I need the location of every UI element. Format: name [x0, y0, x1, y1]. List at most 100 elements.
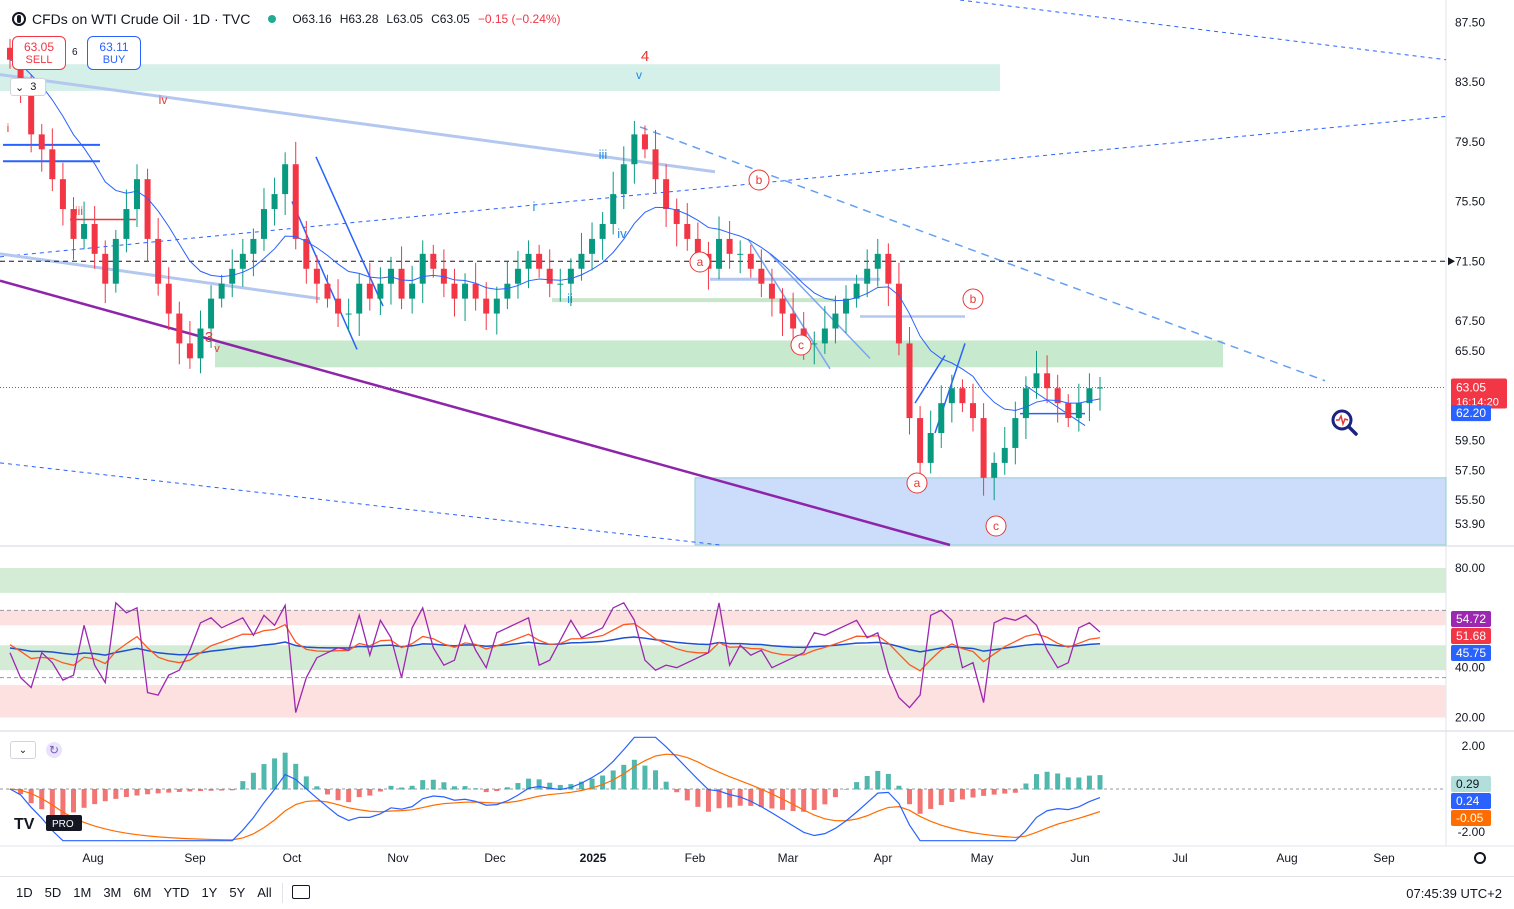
macd-histogram-bar — [462, 786, 468, 790]
rsi-ma-value: 51.68 — [1456, 629, 1486, 643]
macd-histogram-bar — [504, 787, 510, 790]
candle-body — [493, 298, 500, 314]
buy-label: BUY — [102, 54, 126, 66]
candle-body — [991, 462, 998, 478]
candle-body — [133, 179, 140, 210]
range-5d[interactable]: 5D — [44, 885, 62, 900]
range-all[interactable]: All — [257, 885, 272, 900]
range-1m[interactable]: 1M — [73, 885, 92, 900]
candle-body — [155, 238, 162, 284]
candle-body — [1065, 403, 1072, 419]
clock[interactable]: 07:45:39 UTC+2 — [1406, 886, 1502, 901]
zoom-magnifier-icon[interactable] — [1330, 408, 1358, 436]
macd-line — [9, 736, 1101, 842]
wave-label-v: v — [636, 68, 642, 82]
candle-body — [1022, 388, 1029, 419]
macd-histogram-bar — [134, 789, 140, 796]
candle-body — [282, 164, 289, 195]
sync-icon[interactable]: ↻ — [46, 742, 62, 758]
time-tick: 2025 — [580, 851, 607, 865]
macd-histogram-bar — [261, 764, 267, 790]
candle-body — [567, 268, 574, 284]
macd-histogram-bar — [1065, 777, 1071, 790]
candle-body — [59, 179, 66, 210]
collapse-pane-button[interactable]: ⌄ — [10, 741, 36, 759]
macd-histogram-bar — [335, 789, 341, 801]
symbol-title[interactable]: CFDs on WTI Crude Oil · 1D · TVC — [32, 11, 251, 27]
candle-body — [885, 253, 892, 284]
macd-histogram-bar — [282, 752, 288, 790]
candle-body — [514, 268, 521, 284]
candle-body — [716, 238, 723, 269]
price-tick: 55.50 — [1455, 493, 1485, 507]
rsi-ma-value-badge — [1451, 628, 1491, 644]
macd-histogram-bar — [303, 776, 309, 790]
symbol-header: CFDs on WTI Crude Oil · 1D · TVC O63.16 … — [12, 8, 561, 30]
market-status-icon — [268, 15, 277, 23]
axis-settings-icon[interactable] — [1474, 852, 1486, 864]
macd-histogram-bar — [1034, 774, 1040, 790]
macd-histogram-bar — [293, 763, 299, 790]
macd-histogram-bar — [314, 786, 320, 790]
candle-body — [938, 403, 945, 434]
macd-histogram-bar — [1002, 789, 1008, 794]
candle-body — [917, 418, 924, 463]
candle-body — [864, 268, 871, 284]
candle-body — [472, 283, 479, 299]
wave-label-v: v — [214, 343, 220, 355]
wave-label-a-circle — [906, 472, 928, 494]
chart-area[interactable]: 3v4viiiiviiiiiiiivabcabc87.5083.5079.507… — [0, 0, 1514, 876]
candle-body — [874, 253, 881, 269]
time-tick: Nov — [387, 851, 408, 865]
candle-body — [81, 223, 88, 239]
sell-button[interactable]: 63.05 SELL — [12, 36, 66, 70]
resistance-zone — [0, 64, 1000, 92]
candle-body — [546, 268, 553, 284]
close-value: C63.05 — [431, 12, 470, 26]
candle-body — [356, 283, 363, 314]
candle-body — [525, 253, 532, 269]
candle-body — [462, 283, 469, 299]
candle-body — [620, 164, 627, 195]
bottom-toolbar: 1D 5D 1M 3M 6M YTD 1Y 5Y All 07:45:39 UTC+2 — [0, 876, 1514, 909]
wave-toggle[interactable]: ⌄ 3 — [10, 78, 46, 96]
macd-signal-value-badge — [1451, 810, 1491, 826]
macd-histogram-bar — [663, 781, 669, 790]
candle-body — [726, 238, 733, 254]
candle-body — [430, 253, 437, 269]
buy-button[interactable]: 63.11 BUY — [87, 36, 141, 70]
chevron-down-icon: ⌄ — [15, 81, 25, 94]
macd-histogram-bar — [1023, 783, 1029, 790]
trendline — [0, 73, 716, 174]
rsi-line — [9, 601, 1101, 713]
level-marker-icon — [1448, 257, 1455, 266]
macd-histogram-bar — [716, 789, 722, 809]
rsi-slow-value: 45.75 — [1456, 646, 1486, 660]
macd-histogram-bar — [81, 789, 87, 808]
range-1y[interactable]: 1Y — [201, 885, 218, 900]
range-ytd[interactable]: YTD — [163, 885, 190, 900]
range-3m[interactable]: 3M — [103, 885, 122, 900]
time-tick: Sep — [184, 851, 206, 865]
candle-body — [17, 59, 24, 90]
trendline — [1024, 384, 1086, 426]
macd-histogram-bar — [578, 781, 584, 790]
macd-histogram-bar — [896, 785, 902, 790]
macd-histogram-bar — [959, 789, 965, 800]
range-1d[interactable]: 1D — [16, 885, 33, 900]
macd-histogram-bar — [832, 789, 838, 798]
last-price-badge — [1451, 378, 1507, 409]
candle-body — [398, 268, 405, 299]
rsi-overbought-zone — [0, 567, 1446, 593]
wave-label-a: a — [697, 255, 704, 269]
open-value: O63.16 — [292, 12, 332, 26]
supply-zone — [215, 340, 1223, 368]
calendar-icon[interactable] — [292, 885, 310, 899]
price-tick: 83.50 — [1455, 75, 1485, 89]
macd-histogram-bar — [684, 789, 690, 801]
range-6m[interactable]: 6M — [133, 885, 152, 900]
ohlc-values: O63.16 H63.28 L63.05 C63.05 −0.15 (−0.24… — [292, 12, 560, 26]
candle-body — [123, 209, 130, 239]
macd-signal-line — [9, 753, 1101, 841]
range-5y[interactable]: 5Y — [229, 885, 246, 900]
